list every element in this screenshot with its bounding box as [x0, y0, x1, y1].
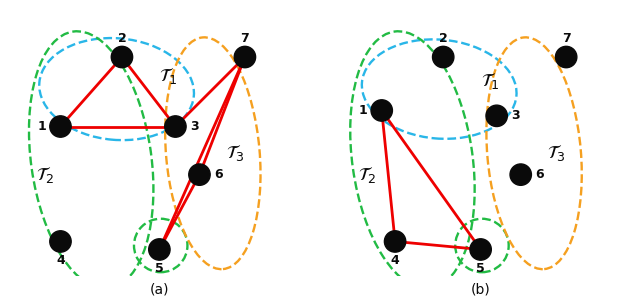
Text: 3: 3 — [511, 109, 520, 122]
Text: 2: 2 — [439, 32, 447, 45]
Text: (a): (a) — [150, 282, 169, 297]
Text: $\mathcal{T}_{1}$: $\mathcal{T}_{1}$ — [159, 66, 177, 86]
Text: $\mathcal{T}_{2}$: $\mathcal{T}_{2}$ — [358, 165, 376, 185]
Circle shape — [148, 239, 170, 260]
Text: $\mathcal{T}_{3}$: $\mathcal{T}_{3}$ — [547, 143, 566, 163]
Circle shape — [111, 46, 132, 68]
Text: 5: 5 — [155, 262, 164, 275]
Text: 4: 4 — [390, 254, 399, 267]
Text: $\mathcal{T}_{1}$: $\mathcal{T}_{1}$ — [481, 71, 499, 91]
Circle shape — [510, 164, 531, 185]
Text: 6: 6 — [214, 168, 223, 181]
Circle shape — [371, 100, 392, 121]
Text: 1: 1 — [37, 120, 46, 133]
Text: 1: 1 — [358, 104, 367, 117]
Text: 2: 2 — [118, 32, 126, 45]
Text: 7: 7 — [562, 32, 570, 45]
Circle shape — [470, 239, 492, 260]
Text: $\mathcal{T}_{3}$: $\mathcal{T}_{3}$ — [226, 143, 244, 163]
Text: 5: 5 — [476, 262, 485, 275]
Circle shape — [234, 46, 255, 68]
Text: (b): (b) — [471, 282, 490, 297]
Text: 6: 6 — [535, 168, 544, 181]
Circle shape — [486, 105, 508, 127]
Circle shape — [164, 116, 186, 137]
Circle shape — [50, 116, 71, 137]
Circle shape — [385, 231, 406, 252]
Text: 4: 4 — [56, 254, 65, 267]
Text: 7: 7 — [241, 32, 250, 45]
Text: $\mathcal{T}_{2}$: $\mathcal{T}_{2}$ — [36, 165, 54, 185]
Circle shape — [556, 46, 577, 68]
Circle shape — [189, 164, 210, 185]
Text: 3: 3 — [190, 120, 198, 133]
Circle shape — [50, 231, 71, 252]
Circle shape — [433, 46, 454, 68]
